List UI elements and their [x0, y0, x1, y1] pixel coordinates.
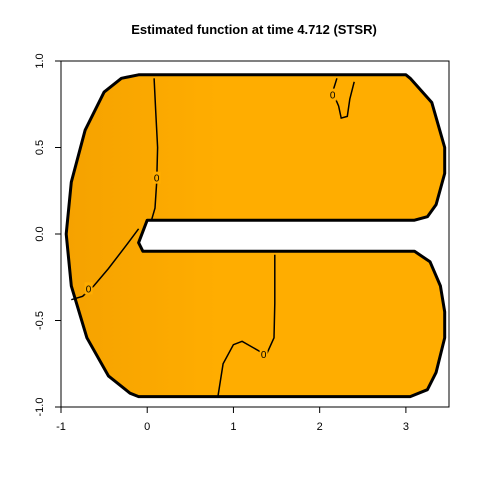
contour-line	[71, 228, 140, 301]
y-tick-label: 0.5	[34, 140, 46, 155]
plot-layer: 0 0 0 0	[64, 73, 447, 399]
contour-label-bg	[259, 348, 268, 361]
x-tick-label: 0	[144, 421, 150, 433]
y-axis: -1.0 -0.5 0.0 0.5 1.0	[34, 53, 62, 417]
x-axis: -1 0 1 2 3	[56, 406, 409, 433]
x-tick-label: 1	[230, 421, 236, 433]
contour-line	[217, 254, 276, 397]
contour-label-bg	[152, 171, 161, 184]
contour-label: 0	[261, 350, 267, 361]
y-tick-label: 0.0	[34, 226, 46, 241]
contour-label-bg	[328, 88, 337, 101]
x-tick-label: 3	[403, 421, 409, 433]
domain-fill	[66, 74, 445, 397]
contour-label: 0	[330, 91, 336, 102]
contour-label-bg	[84, 282, 93, 295]
chart-title: Estimated function at time 4.712 (STSR)	[131, 22, 377, 37]
y-tick-label: 1.0	[34, 53, 46, 68]
contour-label: 0	[86, 284, 92, 295]
domain-boundary	[64, 73, 447, 399]
y-tick-label: -0.5	[34, 311, 46, 330]
contour-label: 0	[154, 174, 160, 185]
x-tick-label: -1	[56, 421, 66, 433]
y-tick-label: -1.0	[34, 398, 46, 417]
x-tick-label: 2	[317, 421, 323, 433]
contour-line	[150, 78, 159, 221]
